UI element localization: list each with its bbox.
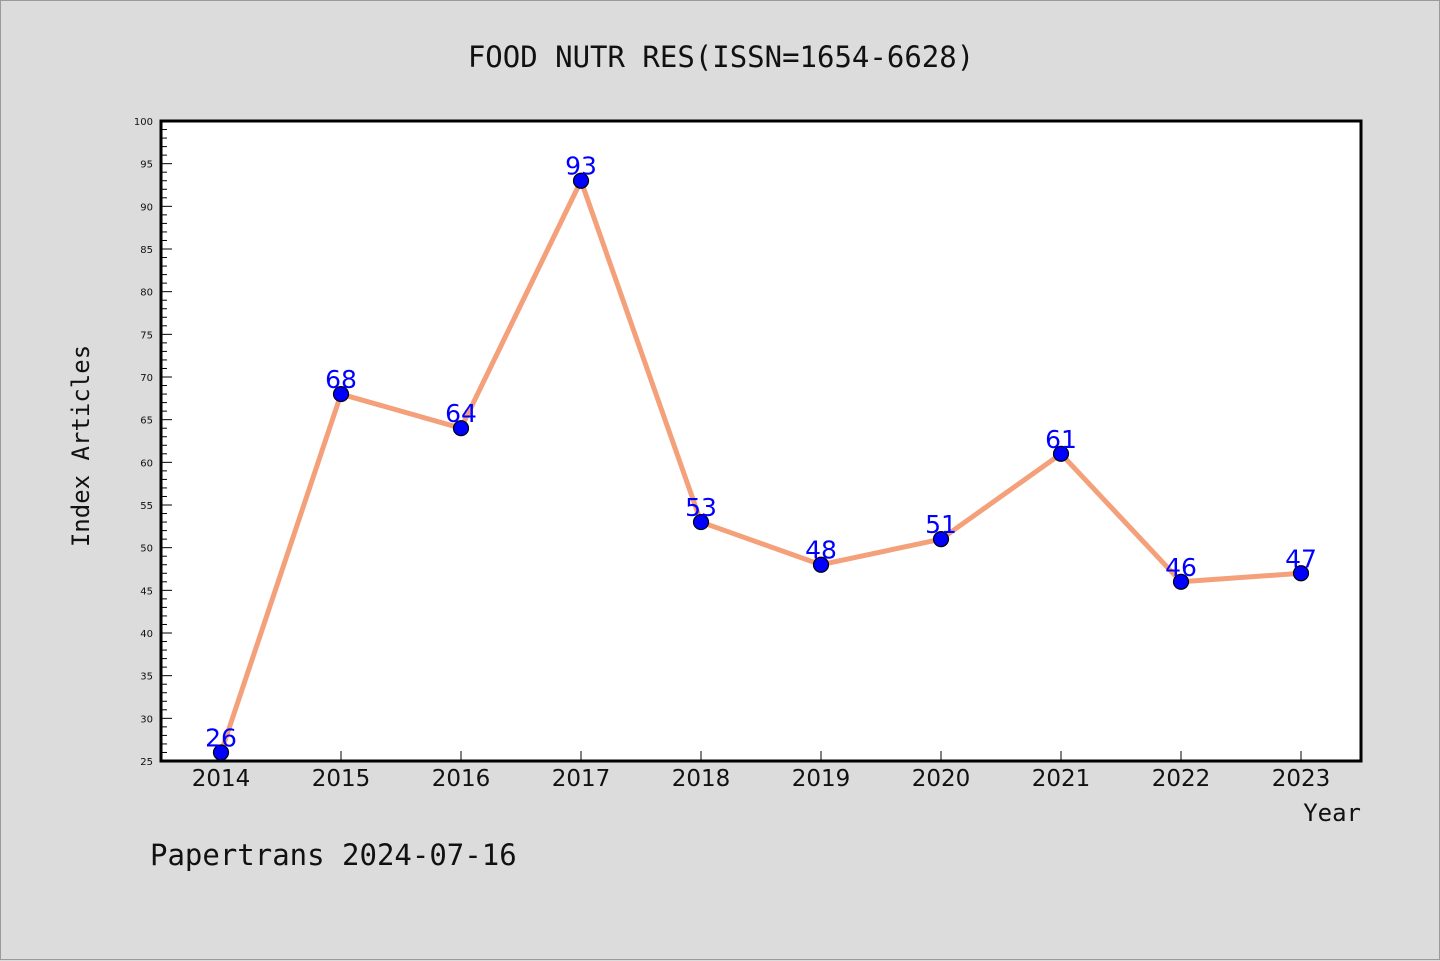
data-label-2020: 51	[925, 510, 957, 539]
watermark: Papertrans 2024-07-16	[150, 838, 517, 872]
series-index-articles: 26 68 64 93 53 48 51 61 46 47	[205, 152, 1317, 761]
x-tick-label: 2020	[912, 766, 971, 792]
y-tick-label: 65	[140, 416, 153, 427]
y-axis: 25 30 35 40 45 50 55 60 65 70 75 80 85 90 95 100	[134, 117, 172, 768]
y-tick-label: 70	[140, 373, 153, 384]
x-tick-label: 2021	[1032, 766, 1091, 792]
data-point-2020	[932, 531, 950, 548]
x-tick-label: 2015	[312, 766, 371, 792]
data-label-2016: 64	[445, 399, 477, 428]
y-tick-label: 100	[134, 117, 153, 128]
data-label-2018: 53	[685, 493, 717, 522]
data-point-2018	[692, 513, 710, 531]
y-tick-label: 60	[140, 458, 153, 469]
x-tick-label: 2018	[672, 766, 731, 792]
data-point-2023	[1292, 565, 1310, 582]
data-point-2016	[452, 420, 470, 437]
x-tick-label: 2017	[552, 766, 611, 792]
series-line	[218, 178, 1304, 755]
x-tick-label: 2019	[792, 766, 851, 792]
y-tick-label: 80	[140, 288, 153, 299]
data-point-2015	[332, 385, 350, 403]
data-label-2021: 61	[1045, 425, 1077, 454]
x-tick-label: 2016	[432, 766, 491, 792]
y-tick-label: 30	[140, 714, 153, 725]
y-tick-label: 85	[140, 245, 153, 256]
x-tick-label: 2023	[1272, 766, 1331, 792]
data-point-2017	[572, 172, 590, 189]
y-tick-label: 35	[140, 672, 153, 683]
data-label-2017: 93	[565, 152, 597, 181]
data-label-2023: 47	[1285, 544, 1317, 573]
y-tick-label: 40	[140, 629, 153, 640]
data-label-2015: 68	[325, 365, 357, 394]
y-axis-title: Index Articles	[67, 345, 95, 547]
data-point-2021	[1052, 445, 1070, 462]
data-point-2022	[1172, 573, 1190, 590]
y-tick-label: 55	[140, 501, 153, 512]
y-tick-label: 90	[140, 202, 153, 213]
y-tick-label: 45	[140, 586, 153, 597]
y-tick-label: 50	[140, 544, 153, 555]
data-label-2019: 48	[805, 536, 837, 565]
y-tick-label: 75	[140, 330, 153, 341]
chart-title: FOOD NUTR RES(ISSN=1654-6628)	[468, 40, 974, 74]
x-axis: 2014 2015 2016 2017 2018 2019 2020 2021 2022 2023	[192, 751, 1331, 792]
y-tick-label: 25	[140, 757, 153, 768]
x-axis-title: Year	[1303, 799, 1361, 827]
data-label-2014: 26	[205, 723, 237, 752]
y-tick-label: 95	[140, 160, 153, 171]
data-label-2022: 46	[1165, 553, 1197, 582]
x-tick-label: 2014	[192, 766, 251, 792]
x-tick-label: 2022	[1152, 766, 1211, 792]
plot-area	[161, 121, 1361, 761]
data-point-2019	[812, 556, 830, 573]
plot-border	[159, 119, 1363, 763]
